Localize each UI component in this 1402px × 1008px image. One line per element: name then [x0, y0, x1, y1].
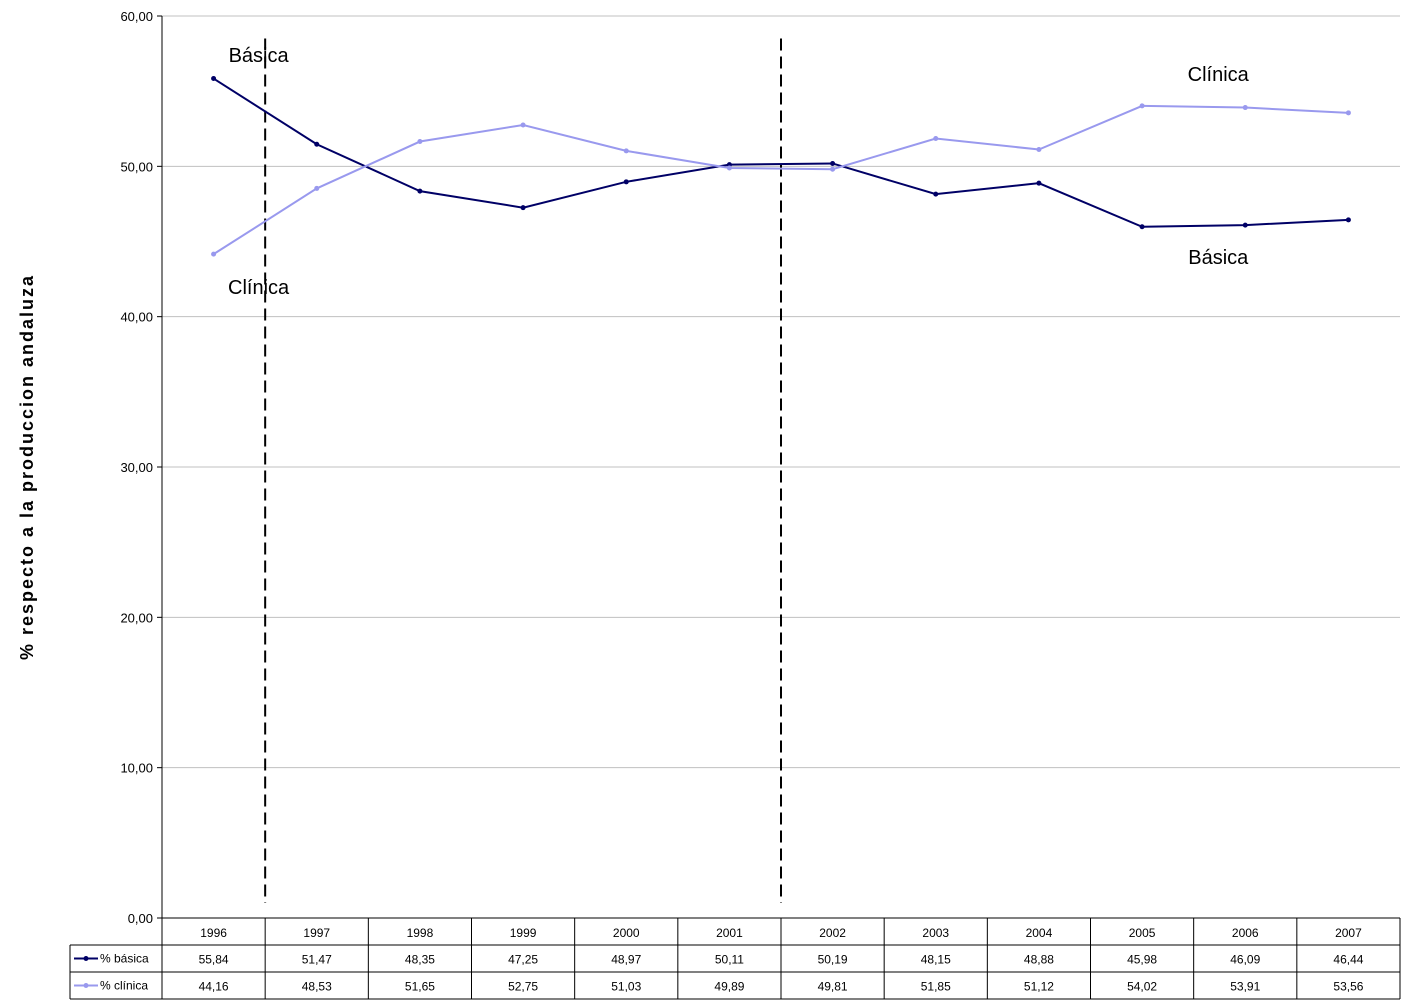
x-tick-label: 2000 — [613, 926, 640, 940]
data-label: 49,81 — [818, 980, 848, 994]
x-tick-label: 2005 — [1129, 926, 1156, 940]
x-tick-label: 2003 — [922, 926, 949, 940]
data-label: 50,19 — [818, 953, 848, 967]
x-tick-label: 2004 — [1026, 926, 1053, 940]
data-point — [417, 139, 423, 145]
data-label: 55,84 — [199, 953, 229, 967]
data-label: 47,25 — [508, 953, 538, 967]
data-point — [1036, 180, 1042, 186]
data-point — [211, 76, 217, 82]
data-point — [211, 251, 217, 257]
data-point — [623, 148, 629, 154]
data-label: 48,35 — [405, 953, 435, 967]
data-label: 51,65 — [405, 980, 435, 994]
y-tick-label: 10,00 — [120, 761, 153, 776]
series-line-0 — [213, 77, 1349, 228]
y-tick-label: 0,00 — [128, 911, 153, 926]
data-label: 52,75 — [508, 980, 538, 994]
data-label: 51,47 — [302, 953, 332, 967]
data-point — [520, 122, 526, 128]
data-label: 46,09 — [1230, 953, 1260, 967]
y-tick-label: 30,00 — [120, 460, 153, 475]
legend-entry: % básica — [100, 952, 149, 966]
data-label: 51,85 — [921, 980, 951, 994]
data-point — [1139, 224, 1145, 230]
data-point — [1139, 103, 1145, 109]
data-point — [623, 179, 629, 185]
annotation-label: Clínica — [1188, 64, 1250, 86]
y-tick-label: 20,00 — [120, 610, 153, 625]
data-point — [933, 191, 939, 197]
data-point — [830, 160, 836, 166]
data-point — [314, 141, 320, 147]
x-tick-label: 2002 — [819, 926, 846, 940]
data-label: 48,88 — [1024, 953, 1054, 967]
x-tick-label: 2001 — [716, 926, 743, 940]
legend-key-marker — [83, 983, 89, 988]
annotation-label: Básica — [1188, 247, 1249, 269]
axis-labels: % respecto a la produccion andaluza — [17, 274, 37, 660]
data-label: 53,56 — [1333, 980, 1363, 994]
y-axis-title: % respecto a la produccion andaluza — [17, 274, 37, 660]
annotation-label: Básica — [229, 45, 290, 67]
legend-key-marker — [83, 956, 89, 961]
reference-lines — [264, 38, 782, 903]
data-point — [830, 166, 836, 172]
y-tick-label: 60,00 — [120, 9, 153, 24]
legend-entry: % clínica — [100, 979, 148, 993]
annotations: Básica Clínica Clínica Básica — [228, 45, 1250, 299]
x-tick-label: 2007 — [1335, 926, 1362, 940]
data-label: 48,97 — [611, 953, 641, 967]
data-label: 50,11 — [715, 953, 744, 967]
data-label: 44,16 — [199, 980, 229, 994]
series-line-1 — [213, 104, 1349, 255]
data-point — [1036, 146, 1042, 152]
x-tick-label: 2006 — [1232, 926, 1259, 940]
data-label: 51,03 — [611, 980, 641, 994]
data-point — [1345, 217, 1351, 223]
data-point — [314, 185, 320, 191]
data-label: 53,91 — [1230, 980, 1260, 994]
annotation-label: Clínica — [228, 277, 290, 299]
axes: 0,00 10,00 20,00 30,00 40,00 50,00 60,00 — [120, 9, 163, 926]
data-label: 51,12 — [1024, 980, 1054, 994]
data-point — [520, 205, 526, 211]
data-label: 54,02 — [1127, 980, 1157, 994]
x-tick-label: 1998 — [407, 926, 434, 940]
data-point — [1242, 105, 1248, 111]
data-point — [1345, 110, 1351, 116]
x-tick-label: 1996 — [200, 926, 227, 940]
series-layer — [211, 76, 1351, 257]
data-label: 49,89 — [714, 980, 744, 994]
data-label: 45,98 — [1127, 953, 1157, 967]
data-point — [417, 188, 423, 194]
data-point — [726, 165, 732, 171]
data-label: 48,53 — [302, 980, 332, 994]
y-tick-label: 40,00 — [120, 310, 153, 325]
data-point — [1242, 222, 1248, 228]
x-tick-label: 1999 — [510, 926, 537, 940]
data-point — [933, 136, 939, 142]
y-tick-label: 50,00 — [120, 159, 153, 174]
data-label: 46,44 — [1333, 953, 1363, 967]
data-label: 48,15 — [921, 953, 951, 967]
x-tick-label: 1997 — [303, 926, 330, 940]
data-table: 1996 1997 1998 1999 2000 2001 2002 2003 2004 2005… — [69, 917, 1401, 1000]
